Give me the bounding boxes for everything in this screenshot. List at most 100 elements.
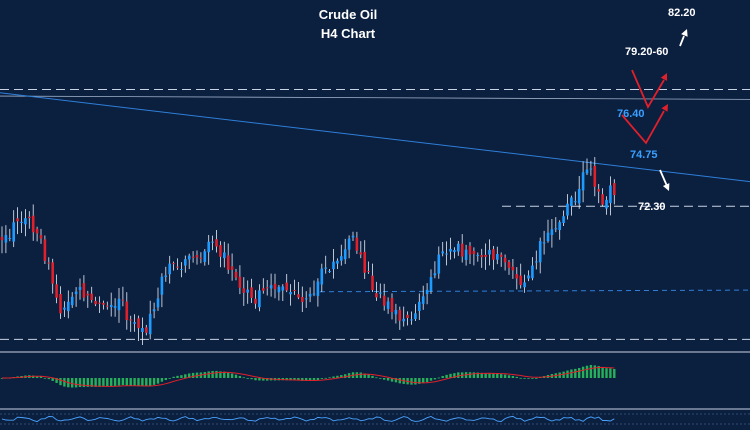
bear-candle [59, 294, 62, 314]
bull-candle [574, 201, 577, 203]
macd-bar [488, 373, 491, 378]
bull-candle [332, 261, 335, 270]
bear-candle [234, 271, 238, 278]
macd-bar [410, 378, 413, 385]
macd-bar [418, 378, 421, 384]
bear-candle [262, 288, 265, 291]
bear-candle [39, 235, 43, 239]
macd-bar [203, 372, 206, 378]
bear-candle [297, 294, 300, 298]
macd-bar [597, 366, 600, 378]
bull-candle [4, 235, 8, 243]
bull-candle [535, 261, 538, 263]
bear-candle [406, 314, 409, 319]
level-label-target: 82.20 [668, 7, 696, 19]
bull-candle [289, 292, 292, 295]
macd-bar [227, 372, 230, 378]
bull-candle [168, 263, 171, 275]
white-arrow-up-head [681, 29, 688, 37]
bear-candle [480, 255, 483, 258]
bull-candle [421, 296, 425, 304]
bull-candle [141, 327, 144, 332]
macd-bar [121, 378, 125, 386]
bear-candle [125, 301, 129, 320]
oscillator-line [1, 415, 615, 423]
macd-bar [164, 378, 167, 381]
macd-bar [535, 378, 538, 379]
macd-bar [43, 377, 47, 379]
bull-candle [160, 276, 164, 295]
bull-candle [562, 216, 565, 223]
bull-candle [386, 301, 390, 309]
macd-bar [59, 378, 62, 386]
candles [0, 157, 616, 346]
macd-bar [507, 375, 511, 378]
bull-candle [203, 251, 207, 263]
bear-candle [601, 194, 604, 205]
macd-signal-line [2, 366, 615, 387]
bear-candle [507, 261, 511, 268]
bear-candle [172, 263, 175, 265]
bear-candle [176, 266, 179, 268]
macd-bar [250, 378, 253, 380]
bull-candle [340, 256, 343, 261]
macd-bar [445, 374, 448, 378]
macd-bar [63, 378, 66, 387]
macd-bar [425, 378, 429, 383]
macd-bar [328, 377, 331, 379]
bull-candle [449, 248, 452, 252]
macd-bar [94, 378, 97, 387]
bull-candle [542, 242, 546, 244]
macd-bar [379, 378, 382, 379]
bull-candle [531, 265, 534, 279]
macd-bar [312, 378, 316, 381]
white-arrow-up [679, 35, 685, 47]
macd-bar [476, 372, 479, 378]
macd-bar [262, 378, 265, 381]
bear-candle [460, 243, 464, 257]
macd-bar [215, 370, 218, 378]
bull-candle [113, 306, 117, 308]
bull-candle [523, 282, 526, 288]
bull-candle [566, 203, 569, 216]
annotations: 79.20-60 76.40 74.75 72.30 82.20 [617, 7, 696, 213]
bull-candle [312, 293, 316, 295]
bull-candle [429, 277, 433, 292]
bull-candle [117, 298, 121, 311]
bull-candle [67, 301, 70, 312]
bull-candle [277, 286, 281, 293]
bull-candle [24, 218, 27, 225]
macd-bar [347, 373, 351, 378]
bear-candle [254, 298, 257, 304]
bull-candle [585, 169, 589, 174]
bull-candle [63, 307, 66, 310]
macd-bar [51, 378, 54, 381]
bull-candle [74, 291, 78, 295]
bear-candle [265, 287, 269, 289]
macd-bar [414, 378, 417, 385]
macd-bar [129, 378, 132, 386]
bull-candle [70, 296, 74, 306]
macd-bar [468, 372, 472, 378]
macd-bar [176, 375, 179, 378]
macd-bar [433, 378, 437, 380]
bull-candle [527, 275, 530, 279]
level-label-support-upper: 76.40 [617, 108, 645, 120]
bear-candle [215, 239, 218, 247]
bull-candle [8, 238, 12, 240]
red-arrow-upper [631, 69, 665, 109]
bull-candle [328, 270, 331, 272]
bear-candle [293, 289, 296, 291]
bear-candle [390, 297, 394, 313]
bull-candle [457, 243, 460, 252]
bull-candle [425, 289, 429, 295]
bull-candle [496, 253, 499, 260]
macd-bar [191, 372, 195, 378]
bull-candle [441, 251, 444, 254]
macd-bar [484, 373, 487, 378]
macd-bar [609, 368, 612, 378]
bear-candle [82, 283, 86, 298]
macd-bar [172, 376, 175, 378]
bull-candle [589, 168, 593, 170]
